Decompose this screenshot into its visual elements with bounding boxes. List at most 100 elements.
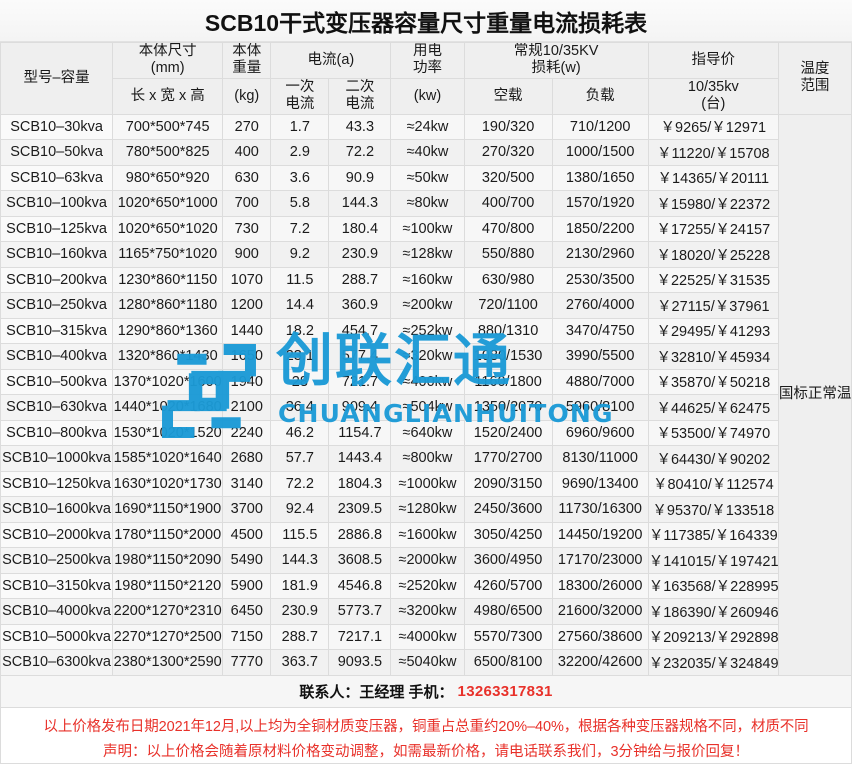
cell-size: 2200*1270*2310: [112, 598, 224, 625]
th-power: 用电 功率: [390, 42, 465, 79]
cell-model[interactable]: SCB10–3150kva: [0, 572, 114, 600]
cell-model[interactable]: SCB10–125kva: [0, 215, 114, 243]
cell-price: ￥29495/￥41293: [647, 317, 779, 345]
table-row: SCB10–200kva 1230*860*1150 1070 11.5 288.7 ≈1…: [0, 266, 852, 294]
cell-model[interactable]: SCB10–1000kva: [0, 445, 114, 472]
cell-noload: 630/980: [463, 266, 553, 294]
th-power-l1: 用电: [412, 43, 442, 59]
cell-weight: 1070: [222, 266, 272, 294]
cell-weight: 7150: [222, 623, 272, 651]
cell-i2: 4546.8: [328, 572, 392, 600]
cell-i1: 230.9: [270, 598, 330, 625]
cell-model[interactable]: SCB10–800kva: [0, 419, 114, 447]
cell-i2: 2886.8: [328, 521, 392, 549]
cell-size: 1370*1020*1600: [112, 368, 224, 396]
th-size: 本体尺寸 (mm): [112, 42, 224, 79]
cell-price: ￥64430/￥90202: [647, 445, 779, 472]
cell-size: 980*650*920: [112, 164, 224, 192]
cell-i2: 43.3: [328, 113, 392, 141]
th-weight-l1: 本体: [232, 43, 262, 59]
cell-weight: 2680: [222, 445, 272, 472]
th-temp-l1: 温度: [800, 60, 830, 77]
cell-model[interactable]: SCB10–50kva: [0, 139, 114, 166]
cell-i1: 28: [270, 368, 330, 396]
cell-noload: 1770/2700: [463, 445, 553, 472]
table-row: SCB10–125kva 1020*650*1020 730 7.2 180.4 ≈100…: [0, 215, 852, 243]
cell-size: 1320*860*1430: [112, 343, 224, 370]
cell-load: 8130/11000: [551, 445, 649, 472]
cell-size: 1290*860*1360: [112, 317, 224, 345]
th-current-primary: 一次 电流: [270, 77, 330, 115]
cell-load: 11730/16300: [551, 496, 649, 523]
cell-model[interactable]: SCB10–200kva: [0, 266, 114, 294]
cell-i1: 46.2: [270, 419, 330, 447]
cell-model[interactable]: SCB10–6300kva: [0, 649, 114, 676]
cell-noload: 1520/2400: [463, 419, 553, 447]
cell-noload: 270/320: [463, 139, 553, 166]
cell-model[interactable]: SCB10–2500kva: [0, 547, 114, 574]
cell-load: 14450/19200: [551, 521, 649, 549]
cell-load: 3470/4750: [551, 317, 649, 345]
cell-power: ≈200kw: [390, 292, 465, 319]
page-title: SCB10干式变压器容量尺寸重量电流损耗表: [204, 9, 648, 36]
cell-price: ￥163568/￥228995: [647, 572, 779, 600]
cell-model[interactable]: SCB10–630kva: [0, 394, 114, 421]
cell-i2: 5773.7: [328, 598, 392, 625]
cell-weight: 5900: [222, 572, 272, 600]
cell-load: 17170/23000: [551, 547, 649, 574]
contact-phone[interactable]: 13263317831: [457, 682, 553, 700]
cell-price: ￥232035/￥324849: [647, 649, 779, 676]
cell-size: 1585*1020*1640: [112, 445, 224, 472]
cell-size: 1165*750*1020: [112, 241, 224, 268]
header-row-2: 长 x 宽 x 高 (kg) 一次 电流 二次 电流 (kw) 空载 负载 10…: [1, 77, 852, 115]
cell-i2: 577.4: [328, 343, 392, 370]
cell-weight: 3700: [222, 496, 272, 523]
table-row: SCB10–800kva 1530*1020*1520 2240 46.2 1154.7…: [0, 419, 852, 447]
cell-i1: 23.1: [270, 343, 330, 370]
cell-i2: 454.7: [328, 317, 392, 345]
cell-power: ≈3200kw: [390, 598, 465, 625]
cell-price: ￥14365/￥20111: [647, 164, 779, 192]
cell-power: ≈4000kw: [390, 623, 465, 651]
table-row: SCB10–50kva 780*500*825 400 2.9 72.2 ≈40kw 270…: [0, 139, 852, 166]
th-size-sub: 长 x 宽 x 高: [112, 77, 224, 115]
cell-model[interactable]: SCB10–100kva: [0, 190, 114, 217]
cell-i2: 7217.1: [328, 623, 392, 651]
cell-weight: 1200: [222, 292, 272, 319]
th-current-secondary-l2: 电流: [345, 96, 375, 113]
cell-model[interactable]: SCB10–1600kva: [0, 496, 114, 523]
cell-size: 1630*1020*1730: [112, 470, 224, 498]
cell-model[interactable]: SCB10–63kva: [0, 164, 114, 192]
cell-price: ￥53500/￥74970: [647, 419, 779, 447]
cell-model[interactable]: SCB10–250kva: [0, 292, 114, 319]
cell-load: 2530/3500: [551, 266, 649, 294]
cell-price: ￥209213/￥292898: [647, 623, 779, 651]
cell-load: 5960/8100: [551, 394, 649, 421]
cell-model[interactable]: SCB10–4000kva: [0, 598, 114, 625]
cell-model[interactable]: SCB10–1250kva: [0, 470, 114, 498]
cell-model[interactable]: SCB10–30kva: [0, 113, 114, 141]
cell-power: ≈640kw: [390, 419, 465, 447]
cell-weight: 700: [222, 190, 272, 217]
cell-weight: 2240: [222, 419, 272, 447]
cell-load: 18300/26000: [551, 572, 649, 600]
cell-model[interactable]: SCB10–2000kva: [0, 521, 114, 549]
table-row: SCB10–2000kva 1780*1150*2000 4500 115.5 2886…: [0, 521, 852, 549]
cell-noload: 2450/3600: [463, 496, 553, 523]
cell-model[interactable]: SCB10–160kva: [0, 241, 114, 268]
th-size-unit: (mm): [150, 60, 185, 77]
cell-power: ≈1280kw: [390, 496, 465, 523]
cell-model[interactable]: SCB10–500kva: [0, 368, 114, 396]
cell-i2: 144.3: [328, 190, 392, 217]
cell-model[interactable]: SCB10–315kva: [0, 317, 114, 345]
cell-model[interactable]: SCB10–5000kva: [0, 623, 114, 651]
cell-load: 1000/1500: [551, 139, 649, 166]
th-weight-l2: 重量: [232, 60, 262, 77]
cell-load: 3990/5500: [551, 343, 649, 370]
cell-weight: 6450: [222, 598, 272, 625]
cell-size: 1230*860*1150: [112, 266, 224, 294]
th-weight-unit: (kg): [222, 77, 272, 115]
cell-weight: 4500: [222, 521, 272, 549]
cell-size: 1020*650*1000: [112, 190, 224, 217]
cell-model[interactable]: SCB10–400kva: [0, 343, 114, 370]
